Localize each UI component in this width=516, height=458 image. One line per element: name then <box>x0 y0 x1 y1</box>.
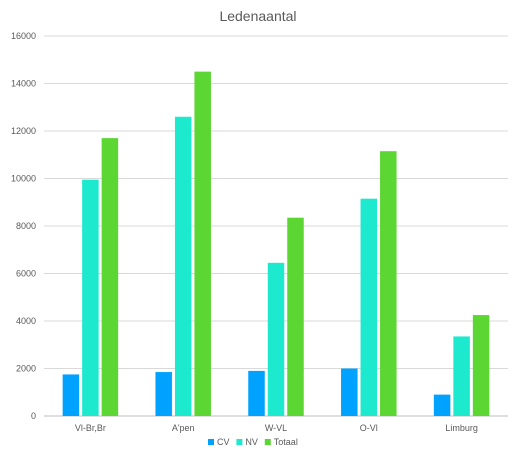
bar-totaal-2 <box>287 217 304 416</box>
bar-cv-1 <box>155 372 172 416</box>
bar-nv-0 <box>82 179 99 416</box>
y-tick-label: 6000 <box>16 269 36 279</box>
y-tick-label: 8000 <box>16 221 36 231</box>
bar-nv-3 <box>360 198 378 416</box>
bar-nv-2 <box>267 262 285 416</box>
bar-totaal-1 <box>194 71 211 416</box>
y-axis-tick-labels: 0 2000 4000 6000 8000 10000 12000 14000 16000 <box>11 31 36 421</box>
chart-title: Ledenaantal <box>219 8 296 24</box>
x-axis-category-labels: Vl-Br,Br A'pen W-VL O-Vl Limburg <box>75 423 478 433</box>
bar-cv-2 <box>248 370 265 416</box>
y-tick-label: 12000 <box>11 126 36 136</box>
bar-totaal-0 <box>101 138 119 416</box>
y-tick-label: 0 <box>31 411 36 421</box>
bar-nv-1 <box>174 116 192 416</box>
legend-label-totaal: Totaal <box>274 437 298 447</box>
gridlines <box>44 35 508 417</box>
bars <box>62 71 490 416</box>
bar-cv-3 <box>341 368 358 416</box>
legend-label-cv: CV <box>217 437 230 447</box>
x-category-label: Limburg <box>445 423 478 433</box>
y-tick-label: 16000 <box>11 31 36 41</box>
y-tick-label: 10000 <box>11 174 36 184</box>
x-category-label: W-VL <box>265 423 287 433</box>
y-tick-label: 4000 <box>16 316 36 326</box>
legend-label-nv: NV <box>245 437 258 447</box>
x-category-label: A'pen <box>172 423 195 433</box>
bar-cv-4 <box>433 394 451 416</box>
y-tick-label: 2000 <box>16 364 36 374</box>
x-category-label: O-Vl <box>360 423 378 433</box>
y-tick-label: 14000 <box>11 79 36 89</box>
legend: CV NV Totaal <box>208 437 298 447</box>
legend-swatch-nv <box>236 439 243 445</box>
x-category-label: Vl-Br,Br <box>75 423 106 433</box>
bar-nv-4 <box>453 336 470 416</box>
bar-cv-0 <box>62 374 80 416</box>
legend-swatch-cv <box>208 439 214 445</box>
legend-swatch-totaal <box>264 439 271 445</box>
bar-totaal-3 <box>380 151 397 416</box>
bar-totaal-4 <box>472 315 490 416</box>
